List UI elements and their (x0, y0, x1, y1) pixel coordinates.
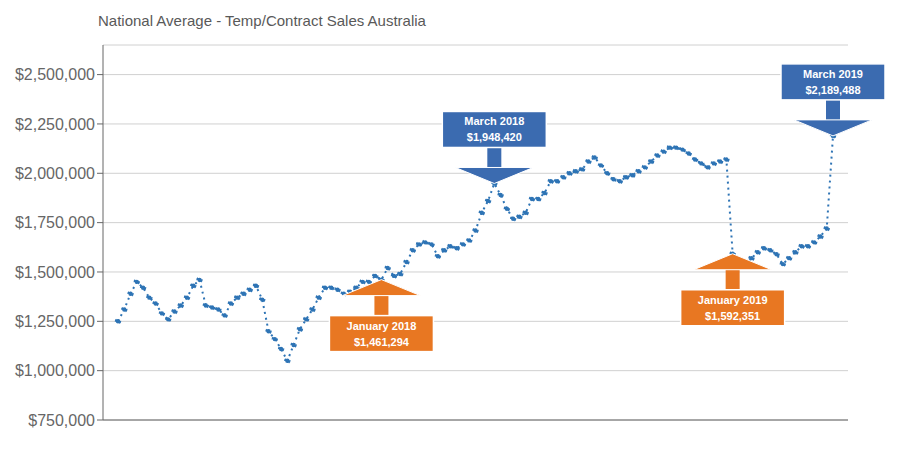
svg-text:$1,948,420: $1,948,420 (467, 131, 522, 143)
svg-text:$750,000: $750,000 (28, 412, 95, 429)
svg-text:$1,592,351: $1,592,351 (705, 310, 760, 322)
svg-text:March 2018: March 2018 (464, 115, 524, 127)
svg-text:$1,250,000: $1,250,000 (15, 313, 95, 330)
svg-text:$1,461,294: $1,461,294 (354, 336, 410, 348)
svg-text:$2,189,488: $2,189,488 (805, 84, 860, 96)
svg-text:$2,500,000: $2,500,000 (15, 66, 95, 83)
svg-text:$2,250,000: $2,250,000 (15, 116, 95, 133)
svg-text:$2,000,000: $2,000,000 (15, 165, 95, 182)
svg-text:January 2019: January 2019 (698, 294, 768, 306)
svg-text:March 2019: March 2019 (803, 68, 863, 80)
svg-text:$1,000,000: $1,000,000 (15, 362, 95, 379)
svg-text:January 2018: January 2018 (347, 320, 417, 332)
svg-text:$1,750,000: $1,750,000 (15, 214, 95, 231)
html-text:National Average - Temp/Contra: National Average - Temp/Contract Sales A… (98, 12, 426, 29)
svg-text:$1,500,000: $1,500,000 (15, 264, 95, 281)
